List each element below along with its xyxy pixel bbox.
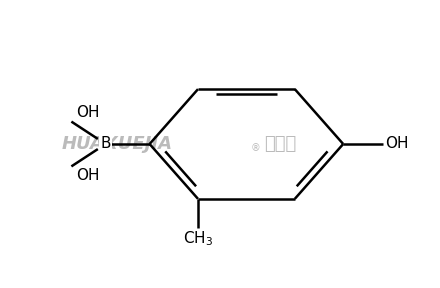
- Text: HUAXUEJIA: HUAXUEJIA: [62, 135, 172, 153]
- Text: ®: ®: [251, 143, 260, 153]
- Text: OH: OH: [76, 168, 99, 183]
- Text: OH: OH: [385, 137, 408, 151]
- Text: B: B: [100, 137, 111, 151]
- Text: OH: OH: [76, 105, 99, 120]
- Text: CH$_3$: CH$_3$: [183, 229, 213, 248]
- Text: 化学加: 化学加: [264, 135, 296, 153]
